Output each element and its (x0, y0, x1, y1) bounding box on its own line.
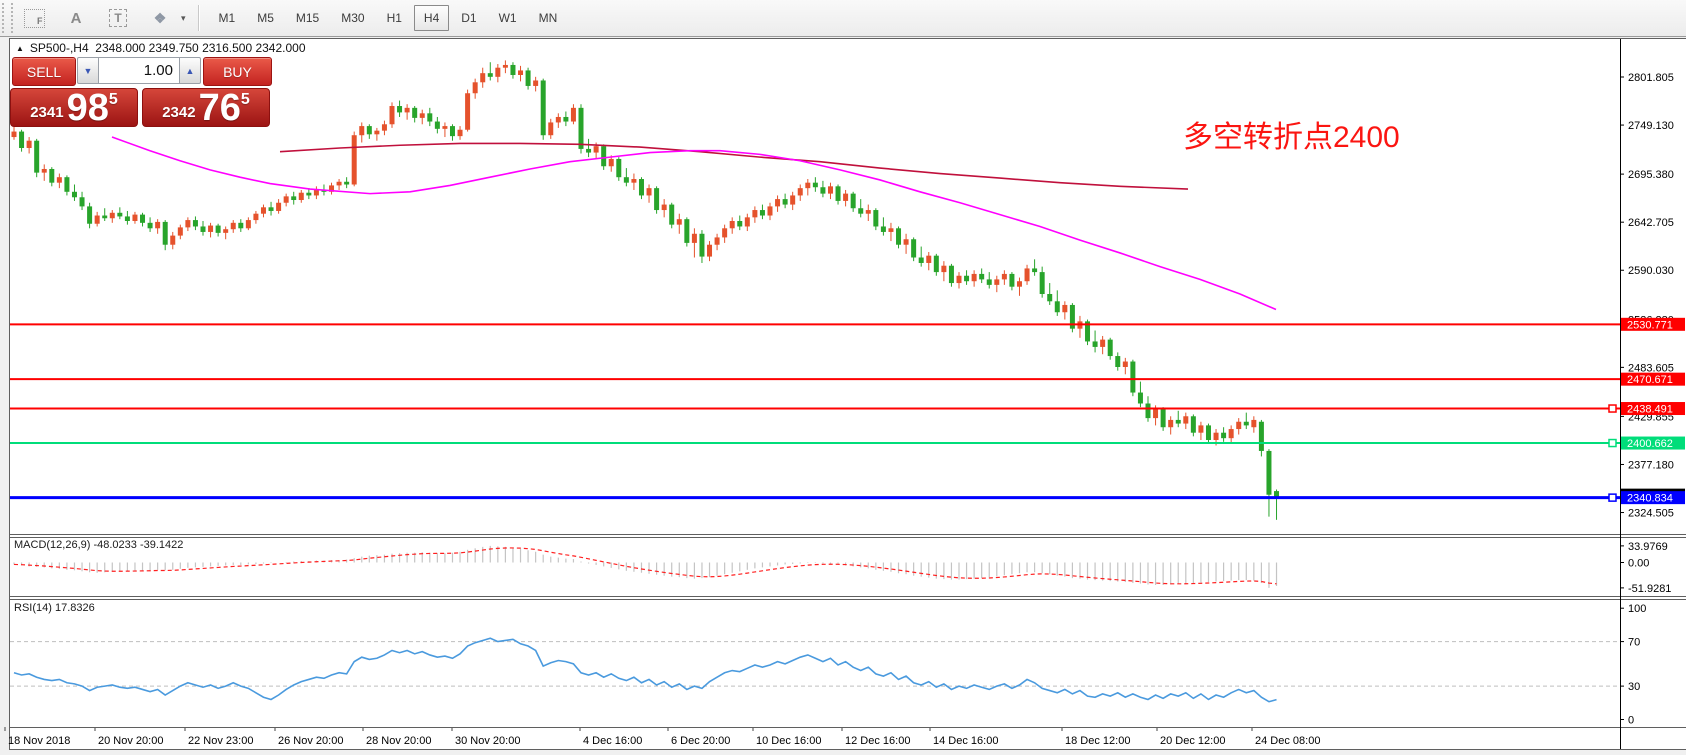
svg-text:24 Dec 08:00: 24 Dec 08:00 (1255, 735, 1320, 747)
bid-price-tile[interactable]: 2341 98 5 (10, 88, 138, 127)
toolbar-grip[interactable] (2, 3, 13, 33)
svg-text:2470.671: 2470.671 (1627, 374, 1673, 386)
svg-text:2590.030: 2590.030 (1628, 265, 1674, 277)
bid-price-big: 98 (66, 87, 109, 129)
toolbar: F A T ❖ ▾ M1 M5 M15 M30 H1 H4 D1 W1 MN (0, 0, 1686, 37)
svg-text:20 Dec 12:00: 20 Dec 12:00 (1160, 735, 1225, 747)
macd-signal-line (13, 547, 1277, 585)
svg-text:2801.805: 2801.805 (1628, 72, 1674, 84)
tf-button-mn[interactable]: MN (538, 11, 558, 25)
svg-text:-51.9281: -51.9281 (1628, 583, 1671, 595)
rsi-pane-label: RSI(14) 17.8326 (14, 602, 95, 614)
ask-price-tile[interactable]: 2342 76 5 (142, 88, 270, 127)
macd-pane: 33.9769 0.00 -51.9281 (13, 541, 1671, 595)
svg-text:2642.705: 2642.705 (1628, 217, 1674, 229)
macd-pane-label: MACD(12,26,9) -48.0233 -39.1422 (14, 539, 184, 551)
svg-text:0: 0 (1628, 715, 1634, 727)
rsi-line (13, 637, 1277, 703)
tf-button-h1[interactable]: H1 (386, 11, 402, 25)
ask-price-big: 76 (198, 87, 241, 129)
pane-borders (9, 39, 1686, 750)
svg-text:14 Dec 16:00: 14 Dec 16:00 (933, 735, 998, 747)
svg-text:33.9769: 33.9769 (1628, 541, 1668, 553)
buy-button[interactable]: BUY (203, 57, 272, 86)
svg-text:100: 100 (1628, 603, 1646, 615)
svg-text:0.00: 0.00 (1628, 558, 1649, 570)
ask-price-main: 2342 (162, 104, 196, 121)
svg-text:10 Dec 16:00: 10 Dec 16:00 (756, 735, 821, 747)
svg-text:26 Nov 20:00: 26 Nov 20:00 (278, 735, 343, 747)
one-click-trading-panel: SELL ▼ 1.00 ▲ BUY 2341 98 5 2342 76 5 (10, 57, 272, 127)
tf-button-m5[interactable]: M5 (257, 11, 274, 25)
symbol-ohlc: 2348.000 2349.750 2316.500 2342.000 (95, 41, 306, 55)
collapse-arrow-icon: ▲ (16, 44, 24, 53)
rsi-pane: 100 70 30 0 (10, 603, 1646, 727)
svg-text:28 Nov 20:00: 28 Nov 20:00 (366, 735, 431, 747)
svg-text:2438.491: 2438.491 (1627, 404, 1673, 416)
svg-text:2530.771: 2530.771 (1627, 319, 1673, 331)
tf-button-w1[interactable]: W1 (498, 11, 517, 25)
sell-button[interactable]: SELL (12, 57, 76, 86)
svg-text:18 Nov 2018: 18 Nov 2018 (8, 735, 70, 747)
svg-text:2483.605: 2483.605 (1628, 362, 1674, 374)
volume-control: ▼ 1.00 ▲ (77, 57, 201, 84)
svg-text:2749.130: 2749.130 (1628, 120, 1674, 132)
indicators-diamond-icon[interactable]: ❖ (153, 9, 167, 26)
volume-increase-button[interactable]: ▲ (179, 57, 201, 84)
ma-slow-line (279, 142, 1189, 190)
tf-button-d1[interactable]: D1 (461, 11, 477, 25)
tf-button-h4[interactable]: H4 (413, 5, 450, 31)
svg-text:20 Nov 20:00: 20 Nov 20:00 (98, 735, 163, 747)
svg-text:18 Dec 12:00: 18 Dec 12:00 (1065, 735, 1130, 747)
text-label-icon[interactable]: T (107, 7, 129, 29)
toolbar-separator (197, 5, 200, 31)
svg-text:12 Dec 16:00: 12 Dec 16:00 (845, 735, 910, 747)
dropdown-caret-icon[interactable]: ▾ (181, 12, 186, 23)
price-axis: 2801.805 2749.130 2695.380 2642.705 2590.030… (1620, 72, 1674, 520)
ask-price-pip: 5 (240, 91, 250, 108)
tf-button-m1[interactable]: M1 (218, 11, 236, 25)
svg-text:2324.505: 2324.505 (1628, 508, 1674, 520)
symbol-header[interactable]: ▲ SP500-,H4 2348.000 2349.750 2316.500 23… (16, 41, 306, 55)
svg-text:30: 30 (1628, 681, 1640, 693)
svg-text:30 Nov 20:00: 30 Nov 20:00 (455, 735, 520, 747)
candles-layer (11, 60, 1280, 520)
svg-text:4 Dec 16:00: 4 Dec 16:00 (583, 735, 642, 747)
svg-text:2400.662: 2400.662 (1627, 438, 1673, 450)
hlines-layer: 2530.771 2470.671 2438.491 2400.662 2340.834 (10, 317, 1685, 505)
volume-input[interactable]: 1.00 (99, 57, 179, 84)
cursor-grid-f-icon[interactable]: F (23, 7, 45, 29)
ma-fast-line (111, 136, 1277, 311)
svg-text:70: 70 (1628, 637, 1640, 649)
line-handle-2438.491 (1608, 404, 1617, 413)
symbol-name: SP500-,H4 (29, 41, 89, 55)
arrow-a-icon[interactable]: A (70, 9, 82, 27)
svg-text:2695.380: 2695.380 (1628, 169, 1674, 181)
line-handle-2340.834 (1608, 493, 1617, 502)
tf-button-m30[interactable]: M30 (341, 11, 365, 25)
chart-window (9, 38, 1686, 750)
svg-text:6 Dec 20:00: 6 Dec 20:00 (671, 735, 730, 747)
time-axis: 18 Nov 2018 20 Nov 20:00 22 Nov 23:00 26 No… (4, 727, 1320, 747)
line-handle-2400.662 (1608, 438, 1617, 448)
bid-price-main: 2341 (30, 104, 64, 121)
chart-annotation-text[interactable]: 多空转折点2400 (1183, 121, 1400, 154)
bid-price-pip: 5 (108, 91, 118, 108)
volume-decrease-button[interactable]: ▼ (77, 57, 99, 84)
svg-text:2340.834: 2340.834 (1627, 493, 1673, 505)
tf-button-m15[interactable]: M15 (295, 11, 320, 25)
svg-text:22 Nov 23:00: 22 Nov 23:00 (188, 735, 253, 747)
svg-text:2377.180: 2377.180 (1628, 459, 1674, 471)
